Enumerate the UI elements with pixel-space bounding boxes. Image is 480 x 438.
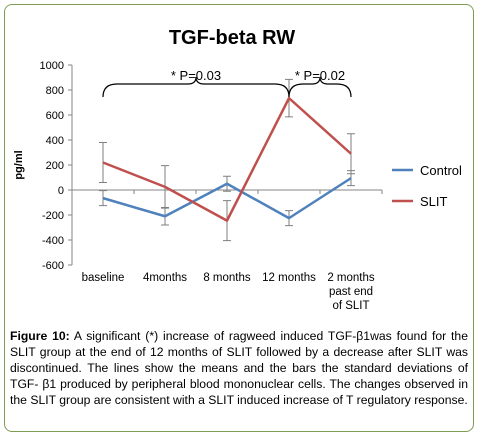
x-tick-label: 4months [143,272,187,284]
y-tick-label: 1000 [40,60,64,72]
series-line-control [102,177,352,220]
figure-frame [4,4,474,432]
line-chart: TGF-beta RW pg/ml 1000 800 600 400 200 0 -200 -… [13,27,462,312]
series-group [99,78,355,242]
y-tick-label: -600 [42,260,64,272]
legend-label-control: Control [420,163,462,178]
chart-title: TGF-beta RW [169,27,295,49]
x-tick-label: 2 months past end of SLIT [327,272,375,312]
legend-label-slit: SLIT [420,194,448,209]
caption-text: A significant (*) increase of ragweed in… [10,329,468,407]
annotation-group: * P=0.03 * P=0.02 [102,68,352,98]
y-tick-label: 400 [46,135,64,147]
x-tick-label: 8 months [203,272,251,284]
y-tick-label: -200 [42,210,64,222]
series-line-slit [102,96,352,222]
y-tick-label: 200 [46,160,64,172]
y-tick-label: 0 [58,185,64,197]
legend: Control SLIT [392,163,462,209]
y-tick-label: 800 [46,85,64,97]
significance-label: * P=0.02 [295,68,345,83]
axes-group: 1000 800 600 400 200 0 -200 -400 -600 baseline 4mo… [40,60,383,312]
significance-label: * P=0.03 [171,68,221,83]
significance-bracket [102,76,290,98]
caption-label: Figure 10: [10,329,70,343]
significance-bracket [288,76,352,98]
x-tick-label: baseline [82,272,125,284]
y-axis-label: pg/ml [13,150,25,179]
y-tick-label: -400 [42,235,64,247]
x-tick-label: 12 months [262,272,316,284]
y-tick-label: 600 [46,110,64,122]
figure-caption: Figure 10: A significant (*) increase of… [10,328,468,408]
